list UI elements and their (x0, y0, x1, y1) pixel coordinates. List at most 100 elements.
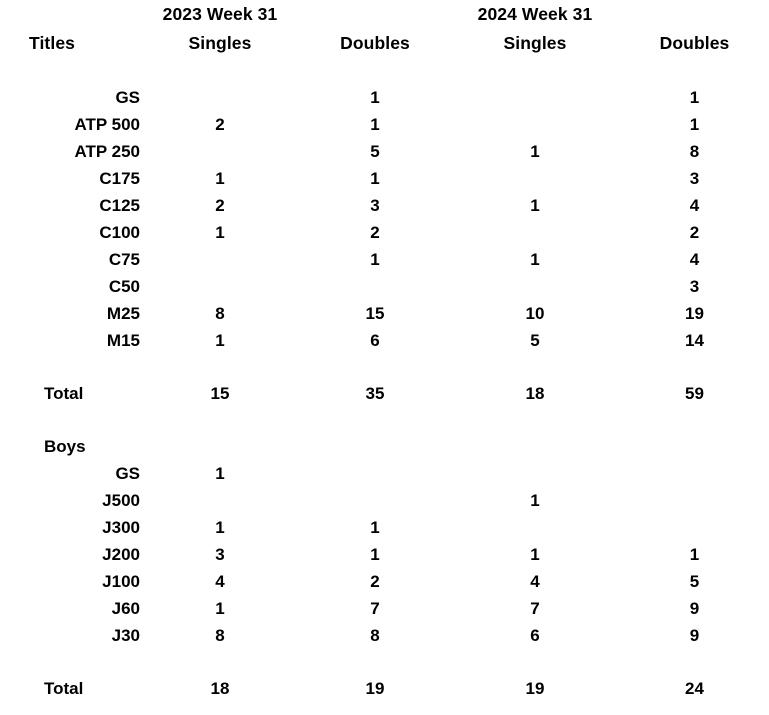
cell-2024-singles: 4 (530, 571, 540, 591)
cell-2024-doubles: 19 (685, 303, 704, 323)
cell-2024-doubles: 4 (689, 195, 700, 215)
header-body-gap (0, 58, 769, 84)
cell-2023-doubles: 1 (370, 87, 380, 107)
cell-2024-singles: 1 (530, 544, 540, 564)
cell-2024-doubles: 3 (689, 168, 700, 188)
row-label: J200 (102, 544, 140, 564)
cell-2023-singles: 8 (215, 303, 225, 323)
total-row-main: Total 15 35 18 59 (0, 380, 769, 407)
boys-section-gap (0, 407, 769, 433)
row-label: GS (115, 463, 140, 483)
cell-2024-doubles: 9 (689, 625, 700, 645)
column-header-2023-doubles: Doubles (340, 32, 410, 53)
cell-2024-doubles: 2 (689, 222, 700, 242)
column-header-2024-singles: Singles (503, 32, 567, 53)
section-heading-boys: Boys (44, 436, 86, 456)
main-total-gap (0, 354, 769, 380)
cell-2024-doubles: 9 (689, 598, 700, 618)
table-row: J500 1 (0, 487, 769, 514)
table-row: J300 1 1 (0, 514, 769, 541)
cell-2024-singles: 5 (530, 330, 540, 350)
cell-2023-singles: 4 (215, 571, 225, 591)
total-row-boys: Total 18 19 19 24 (0, 675, 769, 702)
table-row: M15 1 6 5 14 (0, 327, 769, 354)
cell-2023-doubles (300, 273, 450, 300)
row-label: J300 (102, 517, 140, 537)
column-header-2024-doubles: Doubles (659, 32, 730, 53)
cell-2023-doubles: 1 (370, 249, 380, 269)
row-label: J100 (102, 571, 140, 591)
cell-2024-singles: 1 (530, 490, 540, 510)
cell-2023-singles: 1 (215, 598, 225, 618)
period-header-row: 2023 Week 31 2024 Week 31 (0, 0, 769, 28)
section-heading-boys-row: Boys (0, 433, 769, 460)
cell-2024-doubles (620, 460, 769, 487)
cell-2024-singles: 10 (525, 303, 545, 323)
row-label: J30 (111, 625, 140, 645)
cell-2024-doubles: 1 (689, 87, 700, 107)
cell-2023-doubles: 8 (370, 625, 380, 645)
cell-2023-singles (140, 273, 300, 300)
row-label: J60 (111, 598, 140, 618)
cell-2024-doubles: 5 (689, 571, 700, 591)
total-2024-doubles: 24 (685, 678, 704, 698)
cell-2023-doubles: 1 (370, 168, 380, 188)
cell-2023-doubles: 6 (370, 330, 380, 350)
cell-2023-doubles: 15 (365, 303, 385, 323)
row-label: C125 (99, 195, 140, 215)
total-2024-singles: 19 (525, 678, 545, 698)
total-2023-singles: 15 (210, 383, 230, 403)
row-label: J500 (102, 490, 140, 510)
table-row: J200 3 1 1 1 (0, 541, 769, 568)
cell-2024-singles: 6 (530, 625, 540, 645)
total-2023-singles: 18 (210, 678, 230, 698)
cell-2023-singles (140, 487, 300, 514)
cell-2024-doubles: 1 (689, 544, 700, 564)
cell-2024-singles: 1 (530, 141, 540, 161)
cell-2024-singles (450, 460, 620, 487)
column-header-titles: Titles (29, 32, 75, 53)
row-label: C75 (108, 249, 140, 269)
table-row: C125 2 3 1 4 (0, 192, 769, 219)
cell-2023-doubles: 7 (370, 598, 380, 618)
cell-2024-singles (450, 273, 620, 300)
row-label: C175 (99, 168, 140, 188)
cell-2023-singles: 2 (215, 114, 225, 134)
row-label: M25 (106, 303, 140, 323)
cell-2024-singles: 1 (530, 195, 540, 215)
table-row: ATP 500 2 1 1 (0, 111, 769, 138)
table-row: C100 1 2 2 (0, 219, 769, 246)
cell-2023-doubles: 1 (370, 114, 380, 134)
cell-2023-singles: 3 (215, 544, 225, 564)
row-label: ATP 250 (74, 141, 140, 161)
cell-2024-doubles: 3 (689, 276, 700, 296)
table-row: ATP 250 5 1 8 (0, 138, 769, 165)
table-row: C75 1 1 4 (0, 246, 769, 273)
cell-2023-doubles (300, 487, 450, 514)
row-label: C100 (99, 222, 140, 242)
cell-2023-doubles: 5 (370, 141, 380, 161)
table-row: J60 1 7 7 9 (0, 595, 769, 622)
table-row: C175 1 1 3 (0, 165, 769, 192)
cell-2024-singles (450, 84, 620, 111)
cell-2024-singles: 7 (530, 598, 540, 618)
period-header-2023-spacer (300, 0, 450, 28)
cell-2024-singles (450, 219, 620, 246)
total-2023-doubles: 35 (365, 383, 385, 403)
cell-2023-singles (140, 84, 300, 111)
cell-2023-singles: 1 (215, 463, 225, 483)
cell-2024-doubles: 4 (689, 249, 700, 269)
period-header-spacer (0, 0, 140, 28)
cell-2024-doubles (620, 514, 769, 541)
total-2024-doubles: 59 (685, 383, 704, 403)
cell-2023-singles: 8 (215, 625, 225, 645)
period-header-2024-spacer (620, 0, 769, 28)
cell-2023-singles: 1 (215, 168, 225, 188)
table-row: J30 8 8 6 9 (0, 622, 769, 649)
cell-2023-doubles (300, 460, 450, 487)
cell-2023-singles: 1 (215, 517, 225, 537)
table-row: J100 4 2 4 5 (0, 568, 769, 595)
cell-2023-doubles: 2 (370, 571, 380, 591)
cell-2023-singles: 1 (215, 330, 225, 350)
